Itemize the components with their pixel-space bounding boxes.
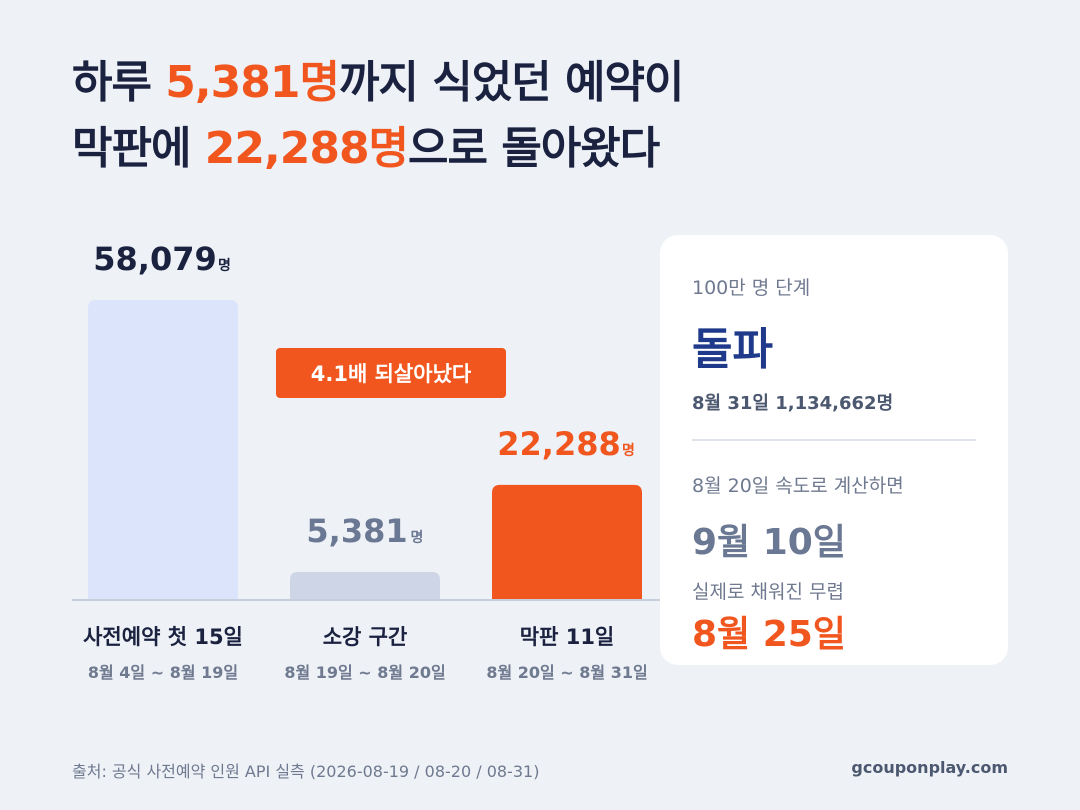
value-label-1: 58,079 bbox=[93, 240, 216, 278]
headline-text: 막판에 bbox=[72, 123, 205, 174]
footer-site-link[interactable]: gcouponplay.com bbox=[851, 758, 1008, 777]
callout-badge bbox=[276, 348, 506, 398]
headline-text: 까지 식었던 예약이 bbox=[338, 57, 684, 108]
card-actual-date: 8월 25일 bbox=[692, 614, 846, 655]
headline-accent-1: 5,381명 bbox=[165, 57, 340, 108]
date-range-label-1: 8월 4일 ~ 8월 19일 bbox=[88, 663, 238, 682]
date-range-label-2: 8월 19일 ~ 8월 20일 bbox=[284, 663, 445, 682]
headline-text: 으로 돌아왔다 bbox=[408, 123, 660, 174]
milestone-card: 100만 명 단계 돌파 8월 31일 1,134,662명 8월 20일 속도… bbox=[660, 235, 1008, 665]
category-label-2: 소강 구간 bbox=[323, 625, 408, 649]
bar-3 bbox=[492, 484, 642, 600]
card-sub-total: 8월 31일 1,134,662명 bbox=[692, 393, 894, 414]
date-range-label-3: 8월 20일 ~ 8월 31일 bbox=[486, 663, 647, 682]
headline-accent-2: 22,288명 bbox=[204, 123, 409, 174]
value-unit-1: 명 bbox=[218, 257, 231, 274]
bar-2 bbox=[290, 572, 440, 600]
category-label-3: 막판 11일 bbox=[520, 625, 615, 649]
bar-1 bbox=[88, 300, 238, 600]
card-label-milestone: 100만 명 단계 bbox=[692, 277, 811, 299]
callout-text: 4.1배 되살아났다 bbox=[311, 362, 472, 386]
value-unit-3: 명 bbox=[622, 442, 635, 459]
headline-text: 하루 bbox=[72, 57, 166, 108]
card-big-breakthrough: 돌파 bbox=[692, 324, 773, 375]
headline-line-2: 막판에 22,288명으로 돌아왔다 bbox=[72, 116, 683, 182]
card-projected-date: 9월 10일 bbox=[692, 522, 846, 563]
card-divider bbox=[692, 439, 976, 441]
card-label-projection: 8월 20일 속도로 계산하면 bbox=[692, 475, 904, 497]
category-label-1: 사전예약 첫 15일 bbox=[83, 625, 243, 649]
headline: 하루 5,381명까지 식었던 예약이 막판에 22,288명으로 돌아왔다 bbox=[72, 50, 684, 182]
card-label-actual: 실제로 채워진 무렵 bbox=[692, 581, 844, 603]
value-unit-2: 명 bbox=[411, 529, 424, 546]
value-label-3: 22,288 bbox=[497, 425, 620, 463]
footer-source: 출처: 공식 사전예약 인원 API 실측 (2026-08-19 / 08-2… bbox=[72, 762, 540, 781]
headline-line-1: 하루 5,381명까지 식었던 예약이 bbox=[72, 50, 684, 116]
value-label-2: 5,381 bbox=[306, 512, 407, 550]
